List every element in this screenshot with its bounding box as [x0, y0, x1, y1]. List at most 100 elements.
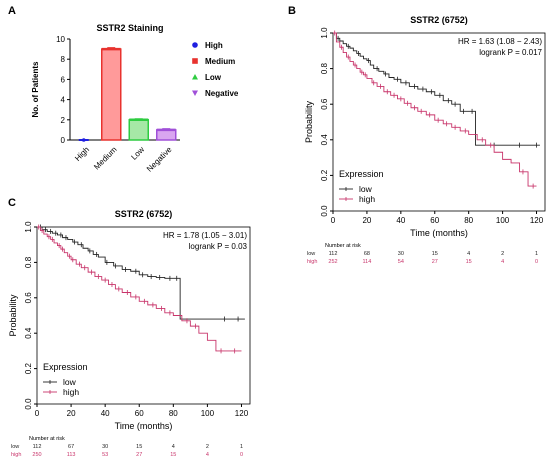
- y-tick-label: 2: [61, 116, 66, 125]
- km-b-risk-value: 4: [501, 259, 504, 265]
- km-c-x-tick-label: 60: [135, 409, 144, 418]
- km-b-risk-row-label-low: low: [307, 251, 315, 257]
- km-c-risk-value: 4: [172, 444, 175, 450]
- km-c-x-tick-label: 40: [101, 409, 110, 418]
- legend-label-medium: Medium: [205, 57, 235, 66]
- km-c-risk-value: 15: [170, 452, 176, 458]
- km-c-risk-value: 112: [33, 444, 42, 450]
- category-label: Negative: [145, 145, 174, 174]
- km-c-legend-label-high: high: [63, 387, 79, 397]
- km-c-legend-label-low: low: [63, 377, 77, 387]
- km-c-risk-value: 2: [206, 444, 209, 450]
- panel-c-label: C: [8, 197, 16, 209]
- km-b-x-tick-label: 40: [396, 216, 405, 225]
- km-b-risk-value: 27: [432, 259, 438, 265]
- km-b-x-tick-label: 60: [430, 216, 439, 225]
- km-b-title: SSTR2 (6752): [410, 15, 468, 25]
- y-tick-label: 8: [61, 55, 66, 64]
- km-c-x-tick-label: 0: [35, 409, 40, 418]
- km-b-x-tick-label: 0: [331, 216, 336, 225]
- km-b-risk-value: 252: [328, 259, 337, 265]
- bar-low: [128, 119, 149, 141]
- panel-b-label: B: [288, 5, 296, 17]
- bar-chart-title: SSTR2 Staining: [96, 23, 163, 33]
- bar-point-high: [81, 138, 86, 142]
- y-tick-label: 4: [61, 96, 66, 105]
- y-tick-label: 0: [61, 136, 66, 145]
- category-label: High: [73, 145, 91, 163]
- km-b-y-tick-label: 0.6: [320, 98, 329, 110]
- y-tick-label: 6: [61, 75, 66, 84]
- km-b-risk-table-title: Number at risk: [325, 243, 361, 249]
- km-b-y-axis-label: Probability: [304, 100, 314, 143]
- km-b-x-tick-label: 80: [464, 216, 473, 225]
- km-c-risk-value: 250: [32, 452, 41, 458]
- category-label: Low: [129, 145, 146, 162]
- km-c-series-low: [37, 226, 245, 320]
- km-c-y-axis-label: Probability: [8, 294, 18, 337]
- legend-marker-negative: [192, 90, 198, 96]
- legend-label-low: Low: [205, 73, 222, 82]
- km-b-x-tick-label: 20: [362, 216, 371, 225]
- km-c-risk-value: 27: [136, 452, 142, 458]
- km-b-y-tick-label: 1.0: [320, 27, 329, 39]
- km-b-y-tick-label: 0.4: [320, 134, 329, 146]
- km-c-x-tick-label: 80: [169, 409, 178, 418]
- y-axis-label: No. of Patients: [31, 61, 40, 118]
- km-b-annotation-1: logrank P = 0.017: [479, 48, 542, 57]
- km-c-risk-value: 53: [102, 452, 108, 458]
- km-c-legend-title: Expression: [43, 362, 88, 372]
- legend-marker-low: [192, 74, 198, 80]
- km-b-y-tick-label: 0.2: [320, 169, 329, 181]
- km-c-x-axis-label: Time (months): [115, 421, 173, 431]
- km-b-x-axis-label: Time (months): [410, 228, 468, 238]
- km-b-risk-value: 30: [398, 251, 404, 257]
- km-c-y-tick-label: 0.6: [24, 292, 33, 304]
- km-c-y-tick-label: 0.4: [24, 327, 33, 339]
- km-c-risk-value: 113: [67, 452, 76, 458]
- legend-label-negative: Negative: [205, 89, 239, 98]
- km-c-risk-value: 15: [136, 444, 142, 450]
- km-c-risk-value: 1: [240, 444, 243, 450]
- km-b-legend-label-high: high: [359, 194, 375, 204]
- km-c-x-tick-label: 120: [235, 409, 249, 418]
- bar-negative: [156, 129, 177, 141]
- km-c-risk-value: 4: [206, 452, 209, 458]
- km-c-annotation-0: HR = 1.78 (1.05 − 3.01): [163, 231, 247, 240]
- km-c-title: SSTR2 (6752): [115, 209, 173, 219]
- km-b-risk-value: 68: [364, 251, 370, 257]
- bar-medium: [101, 48, 122, 141]
- km-c-risk-value: 0: [240, 452, 243, 458]
- km-c-y-tick-label: 1.0: [24, 221, 33, 233]
- category-label: Medium: [92, 145, 119, 172]
- km-b-legend-title: Expression: [339, 169, 384, 179]
- km-c-risk-table-title: Number at risk: [29, 436, 65, 442]
- panel-a-label: A: [8, 5, 16, 17]
- km-b-legend-label-low: low: [359, 184, 373, 194]
- km-b-risk-value: 0: [535, 259, 538, 265]
- km-b-y-tick-label: 0.8: [320, 62, 329, 74]
- km-b-annotation-0: HR = 1.63 (1.08 − 2.43): [458, 37, 542, 46]
- km-b-risk-value: 112: [329, 251, 338, 257]
- km-c-risk-row-label-low: low: [11, 444, 19, 450]
- legend-marker-high: [192, 42, 198, 48]
- km-b-plot-frame: [332, 32, 546, 212]
- km-c-y-tick-label: 0.0: [24, 398, 33, 410]
- km-c-series-high: [37, 226, 242, 352]
- km-b-risk-value: 54: [398, 259, 404, 265]
- legend-marker-medium: [192, 58, 198, 64]
- km-c-y-tick-label: 0.8: [24, 256, 33, 268]
- y-tick-label: 10: [56, 35, 65, 44]
- km-b-risk-value: 1: [535, 251, 538, 257]
- km-c-x-tick-label: 100: [201, 409, 215, 418]
- km-c-x-tick-label: 20: [67, 409, 76, 418]
- km-b-x-tick-label: 120: [530, 216, 544, 225]
- km-b-risk-value: 114: [363, 259, 372, 265]
- km-c-annotation-1: logrank P = 0.03: [189, 242, 248, 251]
- km-b-risk-value: 4: [467, 251, 470, 257]
- km-c-y-tick-label: 0.2: [24, 362, 33, 374]
- km-b-risk-value: 15: [432, 251, 438, 257]
- legend-label-high: High: [205, 41, 223, 50]
- km-c-risk-row-label-high: high: [11, 452, 21, 458]
